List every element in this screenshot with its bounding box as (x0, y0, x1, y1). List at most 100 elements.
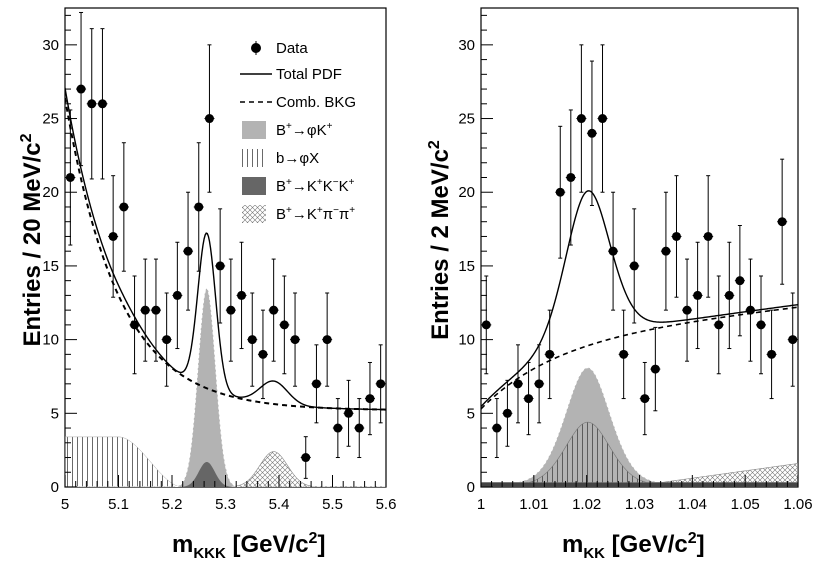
y-tick-label: 10 (42, 332, 59, 349)
y-tick-label: 5 (51, 405, 59, 422)
data-point (247, 335, 257, 345)
y-tick-label: 25 (42, 111, 59, 128)
data-point (619, 349, 629, 359)
data-point (365, 394, 375, 404)
data-point (322, 335, 332, 345)
data-point (301, 453, 311, 463)
data-point (87, 99, 97, 109)
x-tick-label: 5.3 (215, 496, 236, 513)
data-point (76, 84, 86, 94)
data-point (788, 335, 798, 345)
x-tick-label: 1 (477, 496, 485, 513)
data-point (194, 202, 204, 212)
data-point (108, 231, 118, 241)
x-tick-label: 1.05 (731, 496, 760, 513)
data-point (269, 305, 279, 315)
legend-signal-label: B+→φK+ (276, 121, 333, 139)
data-point (119, 202, 129, 212)
legend-bphix-swatch (242, 149, 266, 167)
data-point (290, 335, 300, 345)
data-point (745, 305, 755, 315)
data-point (258, 349, 268, 359)
left-y-axis-title: Entries / 20 MeV/c2 (18, 133, 46, 346)
data-point (661, 246, 671, 256)
total-pdf-curve (481, 190, 798, 407)
data-point (140, 305, 150, 315)
data-point (333, 423, 343, 433)
data-point (130, 320, 140, 330)
legend-kpipi-label: B+→K+π−π+ (276, 205, 355, 223)
legend-kkk-swatch (242, 177, 266, 195)
data-point (311, 379, 321, 389)
x-tick-label: 5.4 (269, 496, 290, 513)
x-tick-label: 1.06 (783, 496, 812, 513)
signal-component (481, 367, 798, 484)
data-point (97, 99, 107, 109)
data-point (703, 231, 713, 241)
data-point (714, 320, 724, 330)
data-point (767, 349, 777, 359)
data-point (492, 423, 502, 433)
data-point (513, 379, 523, 389)
data-point (279, 320, 289, 330)
data-point (598, 114, 608, 124)
legend-kpipi-swatch (242, 205, 266, 223)
right-panel: 1 1.01 1.02 1.03 1.04 1.05 1.06 0 5 10 15 20 25 30 En… (426, 7, 813, 562)
legend-comb-label: Comb. BKG (276, 94, 356, 111)
x-tick-label: 5.5 (322, 496, 343, 513)
x-tick-label: 1.01 (519, 496, 548, 513)
x-tick-label: 1.03 (625, 496, 654, 513)
data-point (354, 423, 364, 433)
right-x-axis-title: mKK [GeV/c2] (562, 530, 705, 562)
data-point (682, 305, 692, 315)
data-point (587, 128, 597, 138)
legend-bphix-label: b→φX (276, 150, 319, 167)
right-curves (481, 190, 798, 410)
y-tick-label: 15 (458, 258, 475, 275)
data-point (756, 320, 766, 330)
y-tick-label: 15 (42, 258, 59, 275)
y-tick-label: 0 (51, 479, 59, 496)
data-point (693, 290, 703, 300)
data-point (502, 408, 512, 418)
data-point (555, 187, 565, 197)
legend-total-label: Total PDF (276, 66, 342, 83)
left-data-points (65, 11, 386, 479)
x-tick-label: 5.2 (162, 496, 183, 513)
y-tick-label: 25 (458, 111, 475, 128)
legend-signal-swatch (242, 121, 266, 139)
legend: Data Total PDF Comb. BKG B+→φK+ b→φX B+→… (240, 40, 356, 223)
right-axis-ticks: 1 1.01 1.02 1.03 1.04 1.05 1.06 0 5 10 15 20 25 30 (458, 14, 813, 513)
data-point (566, 172, 576, 182)
x-tick-label: 1.04 (678, 496, 707, 513)
data-point (650, 364, 660, 374)
y-tick-label: 30 (458, 37, 475, 54)
x-tick-label: 5.6 (376, 496, 397, 513)
data-point (237, 290, 247, 300)
y-tick-label: 20 (42, 184, 59, 201)
data-point (151, 305, 161, 315)
y-tick-label: 0 (467, 479, 475, 496)
left-x-axis-title: mKKK [GeV/c2] (172, 530, 325, 562)
data-point (735, 276, 745, 286)
right-data-points (481, 44, 798, 459)
data-point (204, 114, 214, 124)
total-pdf-curve (65, 87, 386, 411)
data-point (777, 217, 787, 227)
data-point (545, 349, 555, 359)
y-tick-label: 30 (42, 37, 59, 54)
legend-kkk-label: B+→K+K−K+ (276, 177, 355, 195)
data-point (376, 379, 386, 389)
left-curves (65, 87, 386, 411)
comb-bkg-curve (481, 306, 798, 410)
data-point (629, 261, 639, 271)
data-point (534, 379, 544, 389)
legend-data-label: Data (276, 40, 308, 57)
y-tick-label: 10 (458, 332, 475, 349)
data-point (640, 394, 650, 404)
x-tick-label: 5 (61, 496, 69, 513)
x-tick-label: 1.02 (572, 496, 601, 513)
